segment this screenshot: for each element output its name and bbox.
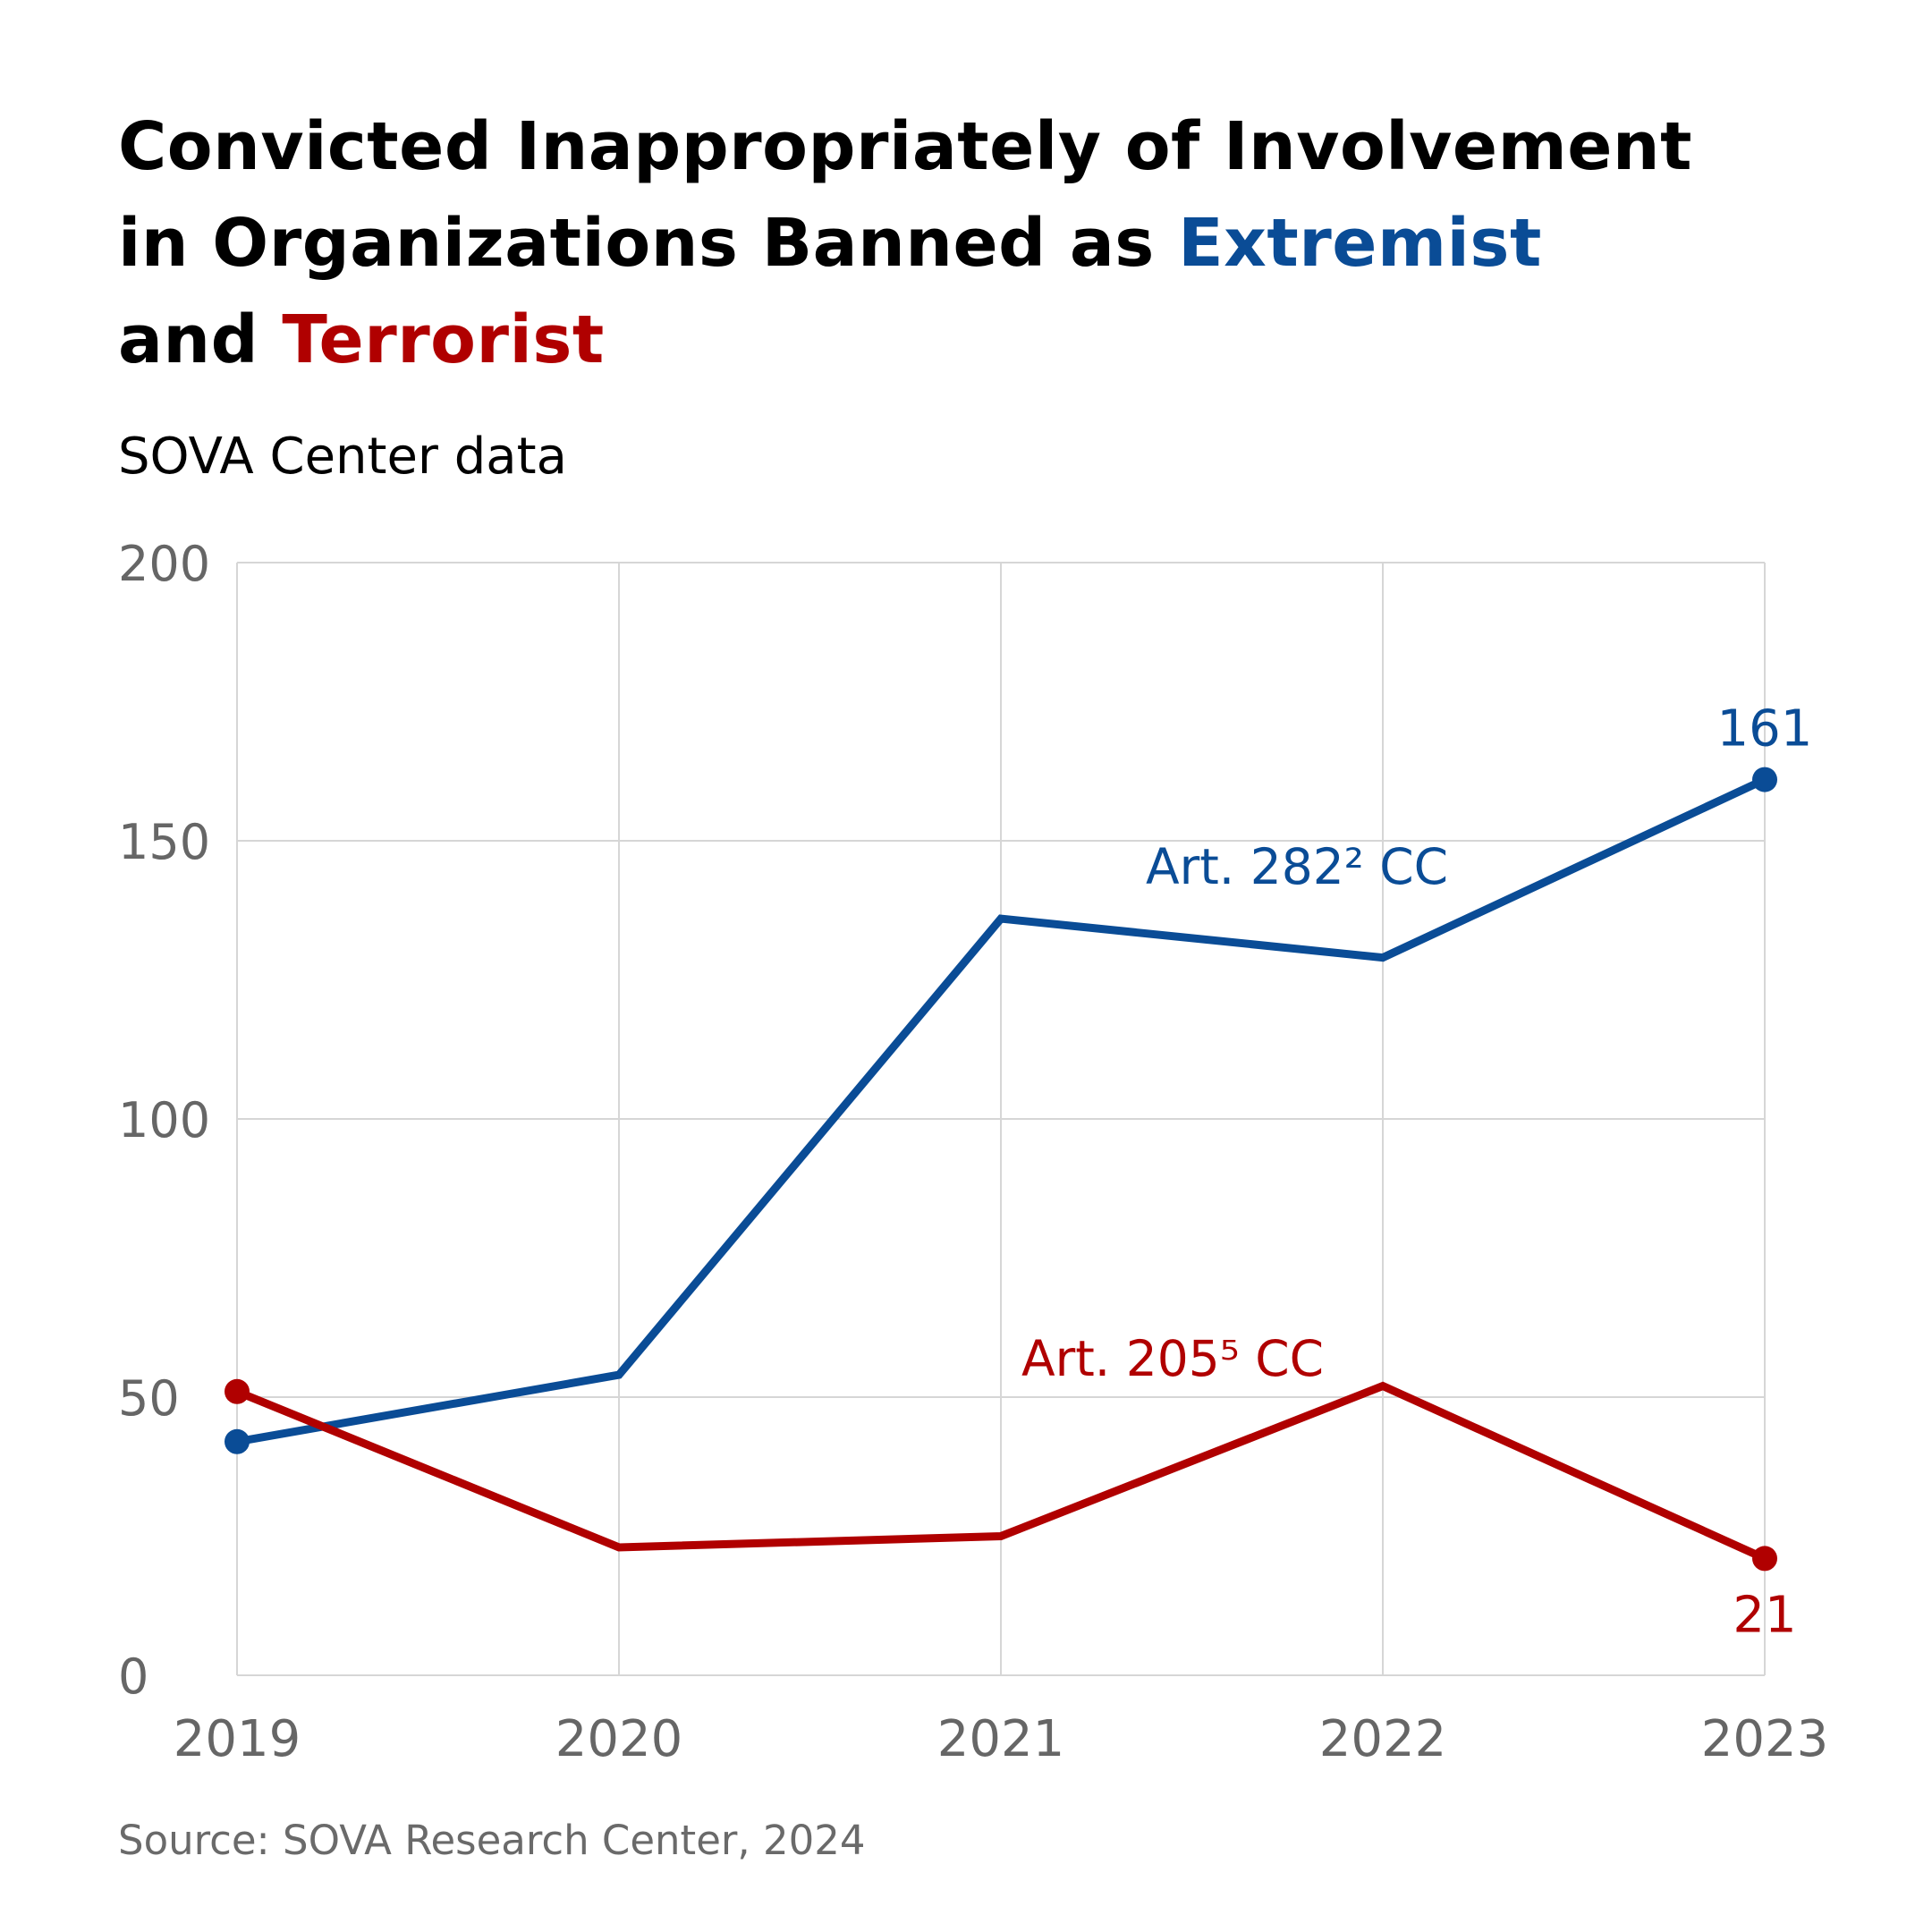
extremist-series-name-label: Art. 282² CC xyxy=(1146,838,1448,895)
extremist-series-line xyxy=(236,775,1767,1446)
series-lines xyxy=(225,767,1777,1572)
title-line-2-prefix: in Organizations Banned as xyxy=(118,205,1179,282)
x-tick-label: 2020 xyxy=(555,1710,683,1768)
title-line-1: Convicted Inappropriately of Involvement xyxy=(118,108,1692,185)
x-tick-label: 2021 xyxy=(937,1710,1065,1768)
grid-lines xyxy=(236,562,1766,1676)
extremist-end-value-label: 161 xyxy=(1717,700,1813,758)
terrorist-series-name-label: Art. 205⁵ CC xyxy=(1021,1330,1324,1387)
terrorist-series-line xyxy=(235,1381,1767,1563)
chart-title: Convicted Inappropriately of Involvement… xyxy=(118,98,1818,388)
y-tick-label: 0 xyxy=(118,1648,148,1705)
series-labels: 161 21 Art. 282² CC Art. 205⁵ CC xyxy=(1021,700,1812,1645)
x-tick-label: 2022 xyxy=(1319,1710,1447,1768)
y-tick-label: 100 xyxy=(118,1092,210,1148)
extremist-point-marker xyxy=(225,1428,250,1454)
title-line-3-prefix: and xyxy=(118,301,283,378)
source-note: Source: SOVA Research Center, 2024 xyxy=(118,1817,866,1864)
y-tick-label: 150 xyxy=(118,814,210,870)
axis-labels: 0 50 100 150 200 2019 2020 2021 2022 2023 xyxy=(118,536,1828,1768)
terrorist-point-marker xyxy=(225,1378,250,1404)
x-tick-label: 2019 xyxy=(174,1710,301,1768)
terrorist-point-marker xyxy=(1752,1546,1777,1572)
terrorist-end-value-label: 21 xyxy=(1733,1586,1796,1644)
title-terrorist-highlight: Terrorist xyxy=(282,301,605,378)
chart-subtitle: SOVA Center data xyxy=(118,428,567,486)
extremist-point-marker xyxy=(1752,767,1777,792)
y-tick-label: 200 xyxy=(118,536,210,592)
x-tick-label: 2023 xyxy=(1701,1710,1829,1768)
title-extremist-highlight: Extremist xyxy=(1178,205,1542,282)
y-tick-label: 50 xyxy=(118,1370,180,1427)
